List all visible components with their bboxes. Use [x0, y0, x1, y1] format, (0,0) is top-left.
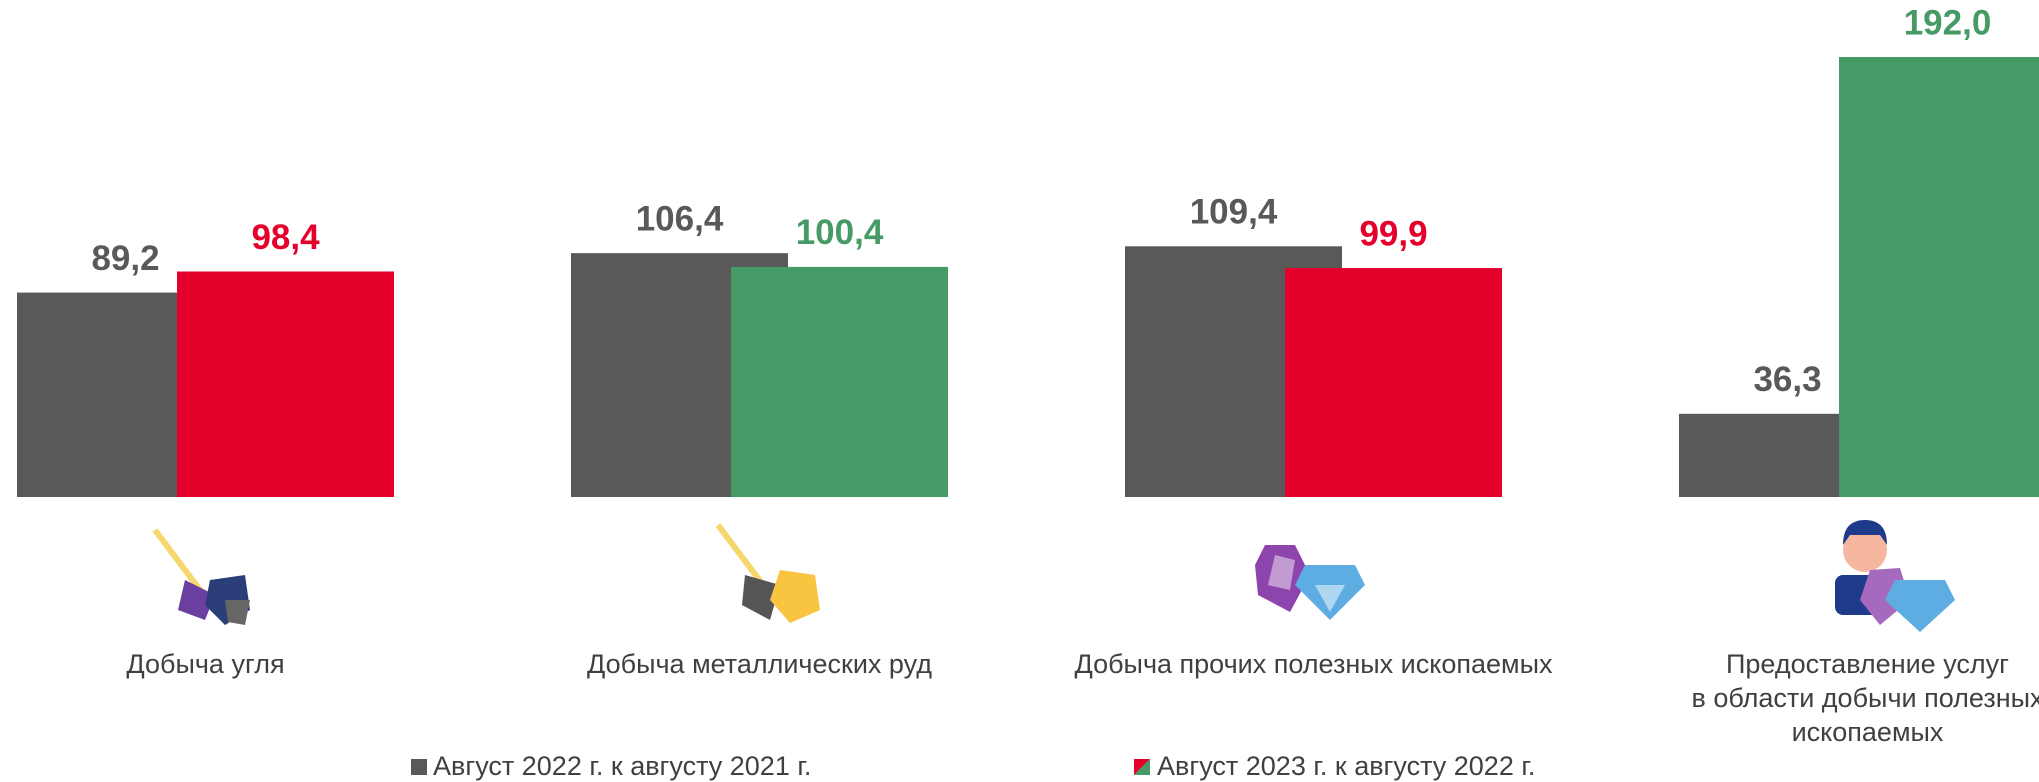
category-label: Добыча прочих полезных ископаемых — [1074, 649, 1553, 679]
coal-icon — [152, 528, 250, 625]
bar — [731, 266, 948, 497]
bar — [177, 271, 394, 497]
category-label: Добыча металлических руд — [587, 649, 932, 679]
ore-icon — [715, 523, 820, 623]
bar — [1285, 268, 1502, 497]
value-label: 192,0 — [1904, 3, 1992, 42]
legend-label: Август 2022 г. к августу 2021 г. — [433, 751, 811, 781]
value-label: 89,2 — [91, 239, 159, 278]
legend: Август 2022 г. к августу 2021 г. Август … — [411, 751, 1535, 781]
legend-swatch — [411, 759, 427, 775]
legend-swatch — [1134, 759, 1150, 775]
value-label: 36,3 — [1753, 360, 1821, 399]
category-label: в области добычи полезных — [1691, 683, 2039, 713]
category-label: Добыча угля — [126, 649, 284, 679]
category-label: Предоставление услуг — [1726, 649, 2009, 679]
bar — [1839, 57, 2039, 497]
icons — [152, 520, 1955, 632]
value-label: 98,4 — [251, 218, 320, 257]
category-label: ископаемых — [1792, 717, 1944, 747]
value-label: 100,4 — [796, 213, 884, 252]
gems-icon — [1255, 545, 1365, 620]
worker-icon — [1835, 520, 1955, 632]
value-label: 106,4 — [636, 199, 724, 238]
value-label: 99,9 — [1359, 214, 1427, 253]
value-label: 109,4 — [1190, 193, 1278, 232]
legend-label: Август 2023 г. к августу 2022 г. — [1157, 751, 1535, 781]
